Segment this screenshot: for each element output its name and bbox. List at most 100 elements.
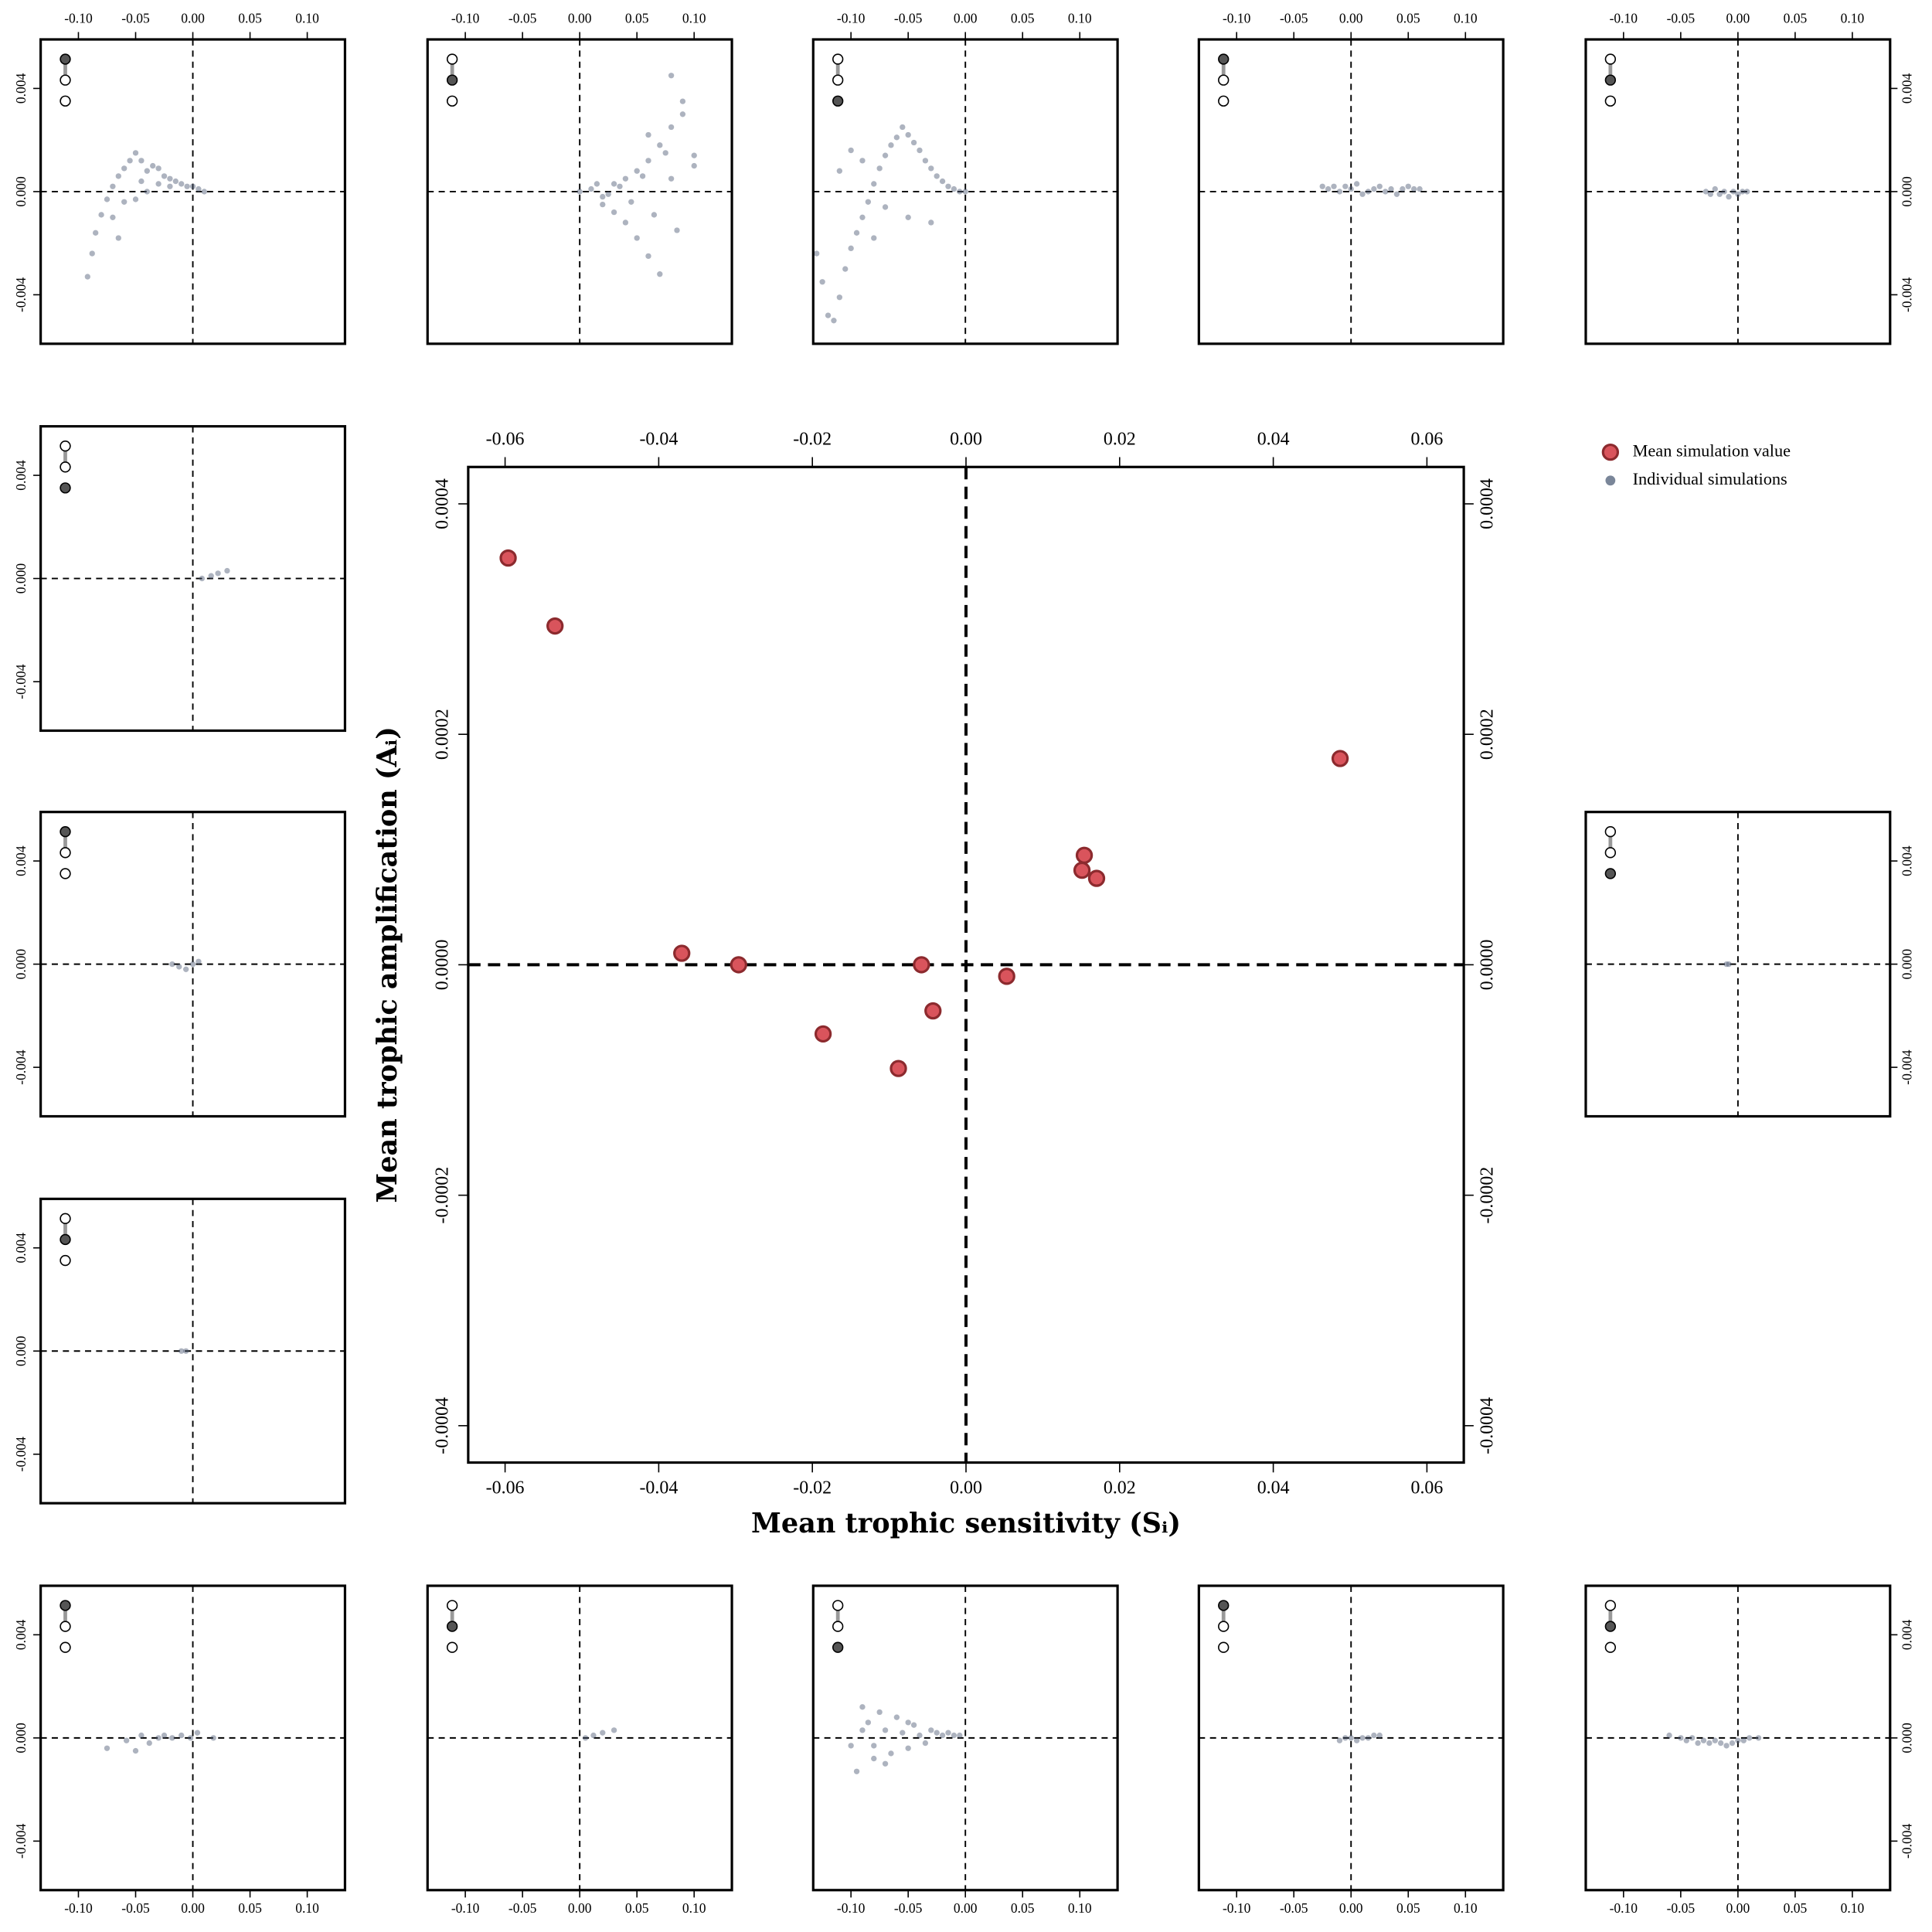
- simulation-point: [905, 1745, 911, 1751]
- simulation-point: [1735, 1737, 1741, 1743]
- mean-point: [889, 1060, 907, 1077]
- x-tick-label: 0.00: [1726, 11, 1750, 26]
- simulation-point: [201, 189, 207, 195]
- simulation-point: [1730, 189, 1736, 195]
- simulation-point: [172, 178, 179, 185]
- simulation-point: [132, 150, 139, 156]
- simulation-point: [876, 1709, 883, 1716]
- x-tick-label: 0.05: [238, 1900, 262, 1916]
- simulation-point: [155, 181, 162, 187]
- simulation-point: [848, 245, 854, 252]
- simulation-point: [622, 219, 629, 226]
- simulation-point: [210, 1735, 216, 1741]
- x-tick-label: -0.05: [509, 1900, 537, 1916]
- simulation-point: [1721, 189, 1727, 195]
- x-tick-label: 0.02: [1104, 429, 1136, 449]
- motif-node: [60, 1600, 71, 1611]
- motif-node: [60, 461, 71, 473]
- simulation-point: [939, 1732, 946, 1739]
- y-tick-label: -0.004: [1899, 1824, 1914, 1859]
- x-tick-label: 0.05: [1011, 1900, 1035, 1916]
- x-tick-label: -0.10: [451, 1900, 480, 1916]
- simulation-point: [1359, 191, 1366, 197]
- motif-node: [446, 53, 458, 65]
- simulation-point: [945, 1730, 951, 1736]
- simulation-point: [115, 235, 121, 241]
- simulation-point: [917, 1732, 923, 1739]
- simulation-point: [836, 294, 843, 301]
- simulation-point: [691, 152, 697, 158]
- x-tick-label: -0.02: [793, 429, 832, 449]
- simulation-point: [611, 1727, 617, 1733]
- simulation-point: [194, 1730, 201, 1736]
- simulation-point: [132, 1747, 139, 1754]
- x-tick-label: -0.05: [894, 11, 923, 26]
- plot-frame: [39, 811, 347, 1118]
- simulation-point: [1348, 185, 1354, 192]
- simulation-point: [928, 165, 934, 172]
- simulation-point: [1666, 1732, 1672, 1739]
- motif-node: [832, 95, 844, 107]
- simulation-point: [865, 199, 872, 205]
- simulation-point: [189, 961, 196, 968]
- plot-frame: [1197, 1584, 1505, 1892]
- x-tick-label: -0.04: [639, 1478, 678, 1498]
- simulation-point: [1417, 185, 1423, 192]
- simulation-point: [922, 1740, 929, 1747]
- simulation-point: [611, 181, 617, 187]
- simulation-point: [215, 570, 221, 577]
- simulation-point: [893, 1714, 900, 1720]
- simulation-point: [865, 1719, 872, 1726]
- simulation-point: [115, 173, 121, 179]
- simulation-point: [1359, 1735, 1366, 1741]
- x-tick-label: 0.10: [1454, 1900, 1478, 1916]
- simulation-point: [888, 142, 894, 148]
- simulation-point: [582, 1735, 589, 1741]
- plot-frame: [1584, 811, 1892, 1118]
- x-tick-label: 0.10: [682, 1900, 706, 1916]
- x-tick-label: -0.05: [1280, 11, 1308, 26]
- motif-node: [446, 1621, 458, 1632]
- simulation-point: [934, 1730, 940, 1736]
- y-tick-label: 0.0000: [1478, 939, 1498, 990]
- simulation-point: [645, 253, 651, 260]
- x-tick-label: -0.10: [451, 11, 480, 26]
- x-tick-label: -0.10: [1610, 11, 1638, 26]
- motif-node: [1604, 868, 1617, 879]
- mean-point: [814, 1025, 832, 1043]
- simulation-point: [208, 573, 214, 579]
- simulation-point: [1371, 185, 1377, 192]
- simulation-point: [1706, 1740, 1713, 1747]
- simulation-point: [928, 219, 934, 226]
- simulation-point: [176, 964, 182, 970]
- simulation-point: [1365, 189, 1372, 195]
- x-tick-label: 0.10: [1068, 11, 1092, 26]
- motif-node: [1604, 847, 1617, 859]
- simulation-point: [187, 1735, 194, 1741]
- y-tick-label: 0.004: [13, 1619, 29, 1650]
- mean-point: [673, 944, 691, 962]
- simulation-point: [859, 1727, 866, 1733]
- simulation-point: [1726, 961, 1732, 968]
- plot-frame: [811, 38, 1119, 345]
- simulation-point: [645, 131, 651, 138]
- simulation-point: [917, 147, 923, 154]
- simulation-point: [1336, 189, 1343, 195]
- simulation-point: [1689, 1735, 1696, 1741]
- simulation-point: [169, 961, 175, 968]
- simulation-point: [893, 134, 900, 141]
- simulation-point: [179, 1348, 185, 1354]
- y-tick-label: -0.0004: [432, 1397, 452, 1454]
- x-tick-label: -0.06: [486, 1478, 525, 1498]
- x-tick-label: 0.06: [1410, 1478, 1443, 1498]
- y-tick-label: -0.0002: [1478, 1167, 1498, 1224]
- y-tick-label: 0.004: [13, 1233, 29, 1264]
- x-tick-label: -0.05: [1667, 1900, 1696, 1916]
- simulation-point: [657, 142, 663, 148]
- motif-node: [446, 1641, 458, 1653]
- motif-node: [1218, 1621, 1230, 1632]
- motif-node: [1604, 1621, 1617, 1632]
- simulation-point: [882, 1760, 889, 1767]
- legend-swatch: [1601, 443, 1620, 461]
